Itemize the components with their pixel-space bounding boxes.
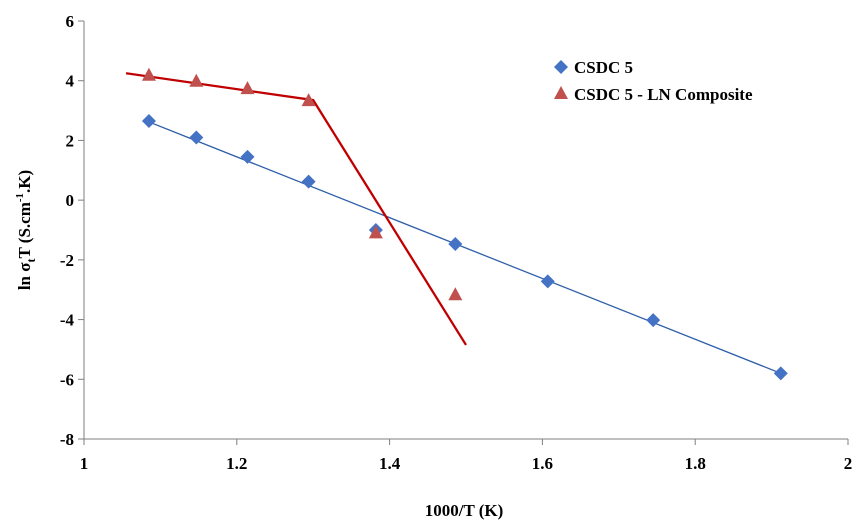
legend-marker-triangle <box>554 86 568 99</box>
triangle-marker <box>141 67 156 81</box>
diamond-marker <box>646 313 661 328</box>
x-axis-label: 1000/T (K) <box>425 501 504 520</box>
x-tick-label: 1.4 <box>379 454 401 473</box>
legend: CSDC 5 CSDC 5 - LN Composite <box>554 58 753 104</box>
y-tick-label: 0 <box>66 191 75 210</box>
x-tick-label: 1.2 <box>226 454 247 473</box>
fit-lines <box>125 72 782 374</box>
fit-line-series-0 <box>148 121 782 374</box>
diamond-marker <box>141 114 156 129</box>
diamond-marker <box>189 130 204 145</box>
x-tick-label: 1.8 <box>685 454 706 473</box>
y-tick-label: -2 <box>60 251 74 270</box>
legend-entry-csdc5: CSDC 5 <box>554 58 633 77</box>
x-tick-label: 2 <box>844 454 852 473</box>
triangle-marker <box>368 225 383 239</box>
diamond-marker <box>448 237 463 252</box>
axes <box>78 20 849 445</box>
triangle-marker <box>240 81 255 95</box>
y-axis-label-suffix: .K) <box>15 170 34 193</box>
y-axis-label: ln σtT (S.cm-1.K) <box>14 170 38 290</box>
fit-line-series-1 <box>125 72 467 346</box>
x-tick-label: 1.6 <box>532 454 553 473</box>
y-axis-label-sub: t <box>24 258 38 262</box>
diamond-marker <box>240 149 255 164</box>
triangle-marker <box>301 93 316 107</box>
x-tick-label: 1 <box>80 454 89 473</box>
diamond-marker <box>773 366 788 381</box>
legend-entry-composite: CSDC 5 - LN Composite <box>554 85 753 104</box>
legend-label-composite: CSDC 5 - LN Composite <box>574 85 753 104</box>
x-tick-labels: 1 1.2 1.4 1.6 1.8 2 <box>80 454 852 473</box>
y-tick-label: 2 <box>66 131 75 150</box>
legend-marker-diamond <box>554 60 568 74</box>
data-points <box>141 67 788 381</box>
y-axis-label-mid: T (S.cm <box>15 202 34 258</box>
y-tick-label: 6 <box>66 12 75 31</box>
y-tick-label: -4 <box>60 311 75 330</box>
triangle-marker <box>189 73 204 87</box>
y-axis-label-sup: -1 <box>14 193 26 202</box>
diamond-marker <box>540 274 555 289</box>
y-tick-label: -8 <box>60 430 74 449</box>
y-tick-label: 4 <box>66 72 75 91</box>
legend-label-csdc5: CSDC 5 <box>574 58 633 77</box>
y-tick-label: -6 <box>60 370 74 389</box>
triangle-marker <box>448 287 463 301</box>
y-tick-labels: -8 -6 -4 -2 0 2 4 6 <box>60 12 75 449</box>
diamond-marker <box>301 174 316 189</box>
y-axis-label-prefix: ln σ <box>15 262 34 290</box>
